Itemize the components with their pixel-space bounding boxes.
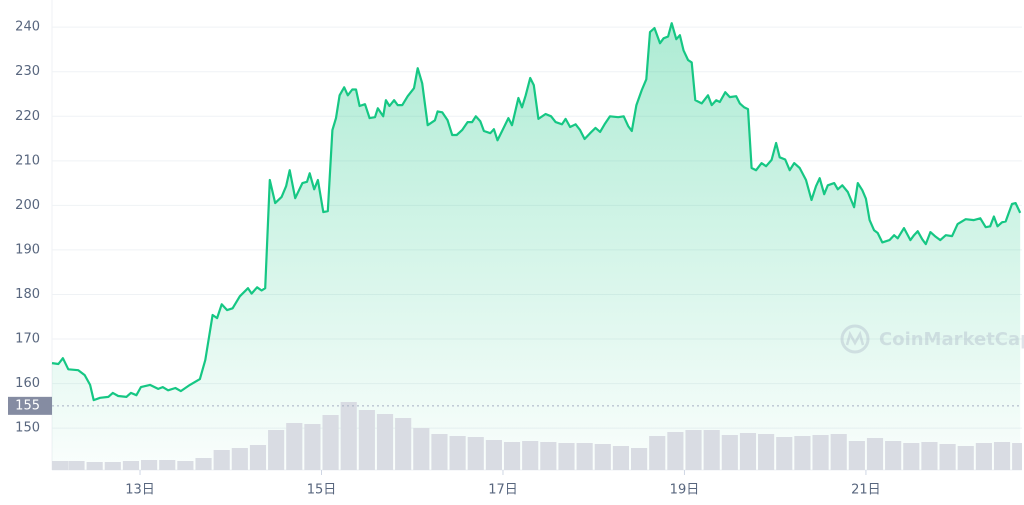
volume-bar (304, 424, 321, 470)
volume-bar (52, 461, 69, 470)
x-tick-label: 15日 (307, 483, 337, 498)
volume-bar (631, 448, 648, 470)
volume-bar (975, 443, 992, 470)
volume-bar (413, 428, 430, 470)
volume-bar (830, 434, 847, 470)
volume (52, 402, 1022, 470)
volume-bar (957, 446, 974, 470)
volume-bar (776, 437, 793, 470)
watermark-logo (840, 324, 870, 354)
volume-bar (667, 432, 684, 470)
volume-bar (503, 442, 521, 470)
volume-bar (685, 430, 702, 470)
volume-bar (522, 441, 539, 470)
volume-bar (159, 460, 176, 470)
volume-bar (141, 460, 158, 470)
volume-bar (885, 441, 902, 470)
volume-bar (68, 461, 85, 470)
volume-bar (576, 443, 593, 470)
volume-bar (268, 430, 285, 470)
volume-bar (340, 402, 357, 470)
price-line (51, 22, 1022, 402)
x-tick-label: 17日 (488, 483, 518, 498)
plot (52, 23, 1021, 470)
y-tick-label: 160 (15, 376, 40, 391)
volume-bar (467, 437, 484, 470)
volume-bar (594, 444, 611, 470)
watermark-logo-mark (845, 330, 865, 346)
volume-bar (758, 434, 775, 470)
volume-bar (649, 436, 666, 470)
y-tick-label: 170 (15, 332, 40, 347)
volume-bar (866, 438, 884, 470)
y-tick-label: 220 (15, 109, 40, 124)
reference-label: 155 (15, 398, 40, 413)
volume-bar (794, 436, 811, 470)
x-tick-label: 13日 (125, 483, 155, 498)
volume-bar (612, 446, 630, 470)
volume-bar (921, 442, 938, 470)
volume-bar (993, 442, 1011, 470)
volume-bar (122, 461, 140, 470)
volume-bar (903, 443, 920, 470)
volume-bar (322, 415, 339, 470)
watermark: CoinMarketCap (840, 324, 1024, 354)
volume-bar (431, 434, 448, 470)
reference-label-box (8, 396, 52, 415)
y-tick-label: 230 (15, 64, 40, 79)
volume-bar (812, 435, 829, 470)
x-tick-label: 19日 (670, 483, 700, 498)
volume-bar (195, 458, 212, 470)
overlay: 155 (8, 22, 1022, 415)
volume-bar (249, 445, 267, 470)
volume-bar (540, 442, 557, 470)
volume-bar (358, 410, 375, 470)
volume-bar (104, 462, 121, 470)
price-area (52, 23, 1021, 470)
volume-bar (1012, 443, 1022, 470)
volume-bar (558, 443, 575, 470)
volume-bar (376, 414, 394, 470)
volume-bar (395, 418, 412, 470)
volume-bar (485, 440, 502, 470)
volume-bar (721, 435, 738, 470)
y-tick-label: 180 (15, 287, 40, 302)
volume-bar (177, 461, 194, 470)
volume-bar (449, 436, 466, 470)
y-tick-label: 240 (15, 20, 40, 35)
volume-bar (703, 430, 720, 470)
y-tick-label: 210 (15, 153, 40, 168)
volume-bar (939, 444, 956, 470)
volume-bar (286, 423, 303, 470)
y-tick-label: 150 (15, 421, 40, 436)
volume-bar (848, 441, 865, 470)
volume-bar (86, 462, 103, 470)
y-tick-label: 200 (15, 198, 40, 213)
volume-bar (231, 448, 248, 470)
watermark-text: CoinMarketCap (879, 329, 1024, 350)
volume-bar (213, 450, 230, 470)
volume-bar (739, 433, 757, 470)
y-tick-label: 190 (15, 242, 40, 257)
x-tick-label: 21日 (851, 483, 881, 498)
